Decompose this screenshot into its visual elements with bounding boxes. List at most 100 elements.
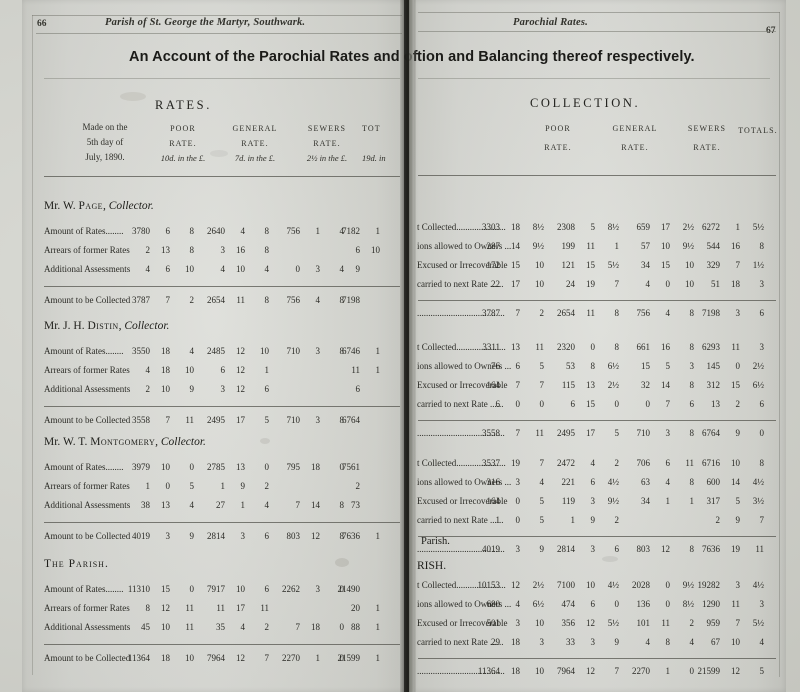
collection-0-1-general-pence: 1	[614, 241, 620, 251]
right-col-sewers-caption2: RATE.	[693, 143, 721, 152]
collection-3-3-totals-pounds: 67	[711, 637, 720, 647]
rates-total-2-general-pounds: 2814	[207, 531, 225, 541]
rates-row-label-2-1: Arrears of former Rates	[44, 481, 130, 491]
collection-2-2-sewers-pounds: 34	[641, 496, 650, 506]
parish-heading: The Parish.	[44, 558, 109, 570]
collection-total-3-general-pence: 7	[614, 666, 620, 676]
collection-3-1-totals-pence: 3	[759, 599, 765, 609]
left-col-total-caption: TOT	[362, 124, 381, 133]
collection-3-0-general-shillings: 10	[586, 580, 595, 590]
rates-1-0-sewers-shillings: 3	[315, 346, 321, 356]
collection-3-3-general-pounds: 33	[566, 637, 575, 647]
rates-total-3-poor-shillings: 18	[161, 653, 170, 663]
collection-2-0-general-pence: 2	[614, 458, 620, 468]
rates-total-label-0: Amount to be Collected	[44, 295, 131, 305]
collection-3-1-totals-shillings: 11	[731, 599, 740, 609]
collection-3-2-general-pence: 5½	[607, 618, 619, 628]
collection-3-0-totals-pence: 4½	[752, 580, 764, 590]
collection-total-3-sewers-pounds: 2270	[632, 666, 650, 676]
collection-3-0-general-pence: 4½	[607, 580, 619, 590]
rates-0-0-poor-pence: 8	[189, 226, 195, 236]
rates-0-2-poor-pounds: 4	[145, 264, 151, 274]
collection-1-2-totals-pounds: 312	[706, 380, 721, 390]
rates-0-2-general-shillings: 10	[236, 264, 245, 274]
rates-0-2-general-pence: 4	[264, 264, 270, 274]
rates-total-0-general-pounds: 2654	[207, 295, 225, 305]
collection-0-3-poor-pounds: 22	[491, 279, 500, 289]
collection-3-1-general-pence: 0	[614, 599, 620, 609]
collection-total-2-general-shillings: 3	[590, 544, 596, 554]
header-bottom-rule-left	[44, 176, 400, 177]
collection-1-1-totals-pounds: 145	[706, 361, 721, 371]
collection-1-1-general-pounds: 53	[566, 361, 575, 371]
rates-3-2-sewers-shillings: 18	[311, 622, 320, 632]
collection-2-0-sewers-shillings: 6	[665, 458, 671, 468]
rates-2-1-general-shillings: 9	[240, 481, 246, 491]
collection-1-0-sewers-shillings: 16	[661, 342, 670, 352]
rates-total-3-sewers-shillings: 1	[315, 653, 321, 663]
collection-2-2-general-pence: 9½	[607, 496, 619, 506]
collection-total-2-totals-shillings: 19	[731, 544, 740, 554]
rates-0-2-total-pounds: 9	[355, 264, 361, 274]
rates-0-0-general-pence: 8	[264, 226, 270, 236]
collection-1-0-poor-pence: 11	[535, 342, 544, 352]
book-spine-dark	[404, 0, 409, 692]
collection-1-1-poor-shillings: 6	[515, 361, 521, 371]
collection-2-3-totals-pounds: 2	[715, 515, 721, 525]
rates-2-0-poor-pounds: 3979	[132, 462, 150, 472]
collection-0-2-general-shillings: 15	[586, 260, 595, 270]
rates-2-1-poor-pence: 5	[189, 481, 195, 491]
rates-total-0-sewers-pounds: 756	[286, 295, 301, 305]
collection-1-2-poor-pence: 7	[539, 380, 545, 390]
right-page-sheet	[414, 0, 786, 692]
rates-1-0-general-pounds: 2485	[207, 346, 225, 356]
collection-total-2-totals-pounds: 7636	[702, 544, 720, 554]
collection-total-2-sewers-shillings: 12	[661, 544, 670, 554]
rates-3-2-sewers-pence: 0	[339, 622, 345, 632]
collection-1-0-totals-pence: 3	[759, 342, 765, 352]
rates-total-0-poor-pounds: 3787	[132, 295, 150, 305]
collection-3-1-sewers-pence: 8½	[682, 599, 694, 609]
rates-0-0-sewers-pounds: 756	[286, 226, 301, 236]
collection-1-1-totals-pence: 2½	[752, 361, 764, 371]
collection-3-0-totals-pounds: 19282	[697, 580, 721, 590]
rates-2-0-sewers-pence: 0	[339, 462, 345, 472]
main-title-left-half: An Account of the Parochial Rates and of	[129, 49, 418, 65]
rates-total-0-sewers-pence: 8	[339, 295, 345, 305]
collection-1-2-sewers-pence: 8	[689, 380, 695, 390]
collection-total-2-totals-pence: 11	[755, 544, 764, 554]
collection-1-2-sewers-pounds: 32	[641, 380, 650, 390]
collection-3-2-sewers-shillings: 11	[661, 618, 670, 628]
collection-0-1-general-pounds: 199	[561, 241, 576, 251]
collection-total-3-poor-shillings: 18	[511, 666, 520, 676]
rates-0-1-general-shillings: 16	[236, 245, 245, 255]
rates-3-1-general-shillings: 17	[236, 603, 245, 613]
rates-1-0-sewers-pounds: 710	[286, 346, 301, 356]
rates-total-1-sewers-pence: 8	[339, 415, 345, 425]
collection-row-label-1-3: carried to next Rate ......	[417, 399, 504, 409]
rates-1-2-total-pounds: 6	[355, 384, 361, 394]
collection-3-2-general-shillings: 12	[586, 618, 595, 628]
rates-2-2-sewers-pence: 8	[339, 500, 345, 510]
rates-1-2-general-pounds: 3	[220, 384, 226, 394]
collection-3-3-totals-shillings: 10	[731, 637, 740, 647]
collection-1-0-general-shillings: 0	[590, 342, 596, 352]
collection-0-3-totals-shillings: 18	[731, 279, 740, 289]
rates-total-2-total-pounds: 7636	[342, 531, 360, 541]
collection-total-1-poor-pence: 11	[535, 428, 544, 438]
collection-3-0-general-pounds: 7100	[557, 580, 575, 590]
collector-heading-1: Mr. J. H. Distin, Collector.	[44, 320, 170, 332]
right-page-right-rule	[779, 12, 780, 677]
rates-total-1-general-pounds: 2495	[207, 415, 225, 425]
rates-0-1-total-shillings: 10	[371, 245, 380, 255]
left-col-poor-rate: 10d. in the £.	[160, 153, 206, 163]
collection-total-0-sewers-shillings: 4	[665, 308, 671, 318]
collection-2-0-poor-pounds: 3537	[482, 458, 500, 468]
rates-1-1-total-pounds: 11	[351, 365, 360, 375]
collection-total-3-sewers-pence: 0	[689, 666, 695, 676]
collection-0-2-poor-pence: 10	[535, 260, 544, 270]
rates-2-2-sewers-pounds: 7	[295, 500, 301, 510]
rates-2-1-total-pounds: 2	[355, 481, 361, 491]
rates-total-0-total-pounds: 7198	[342, 295, 360, 305]
